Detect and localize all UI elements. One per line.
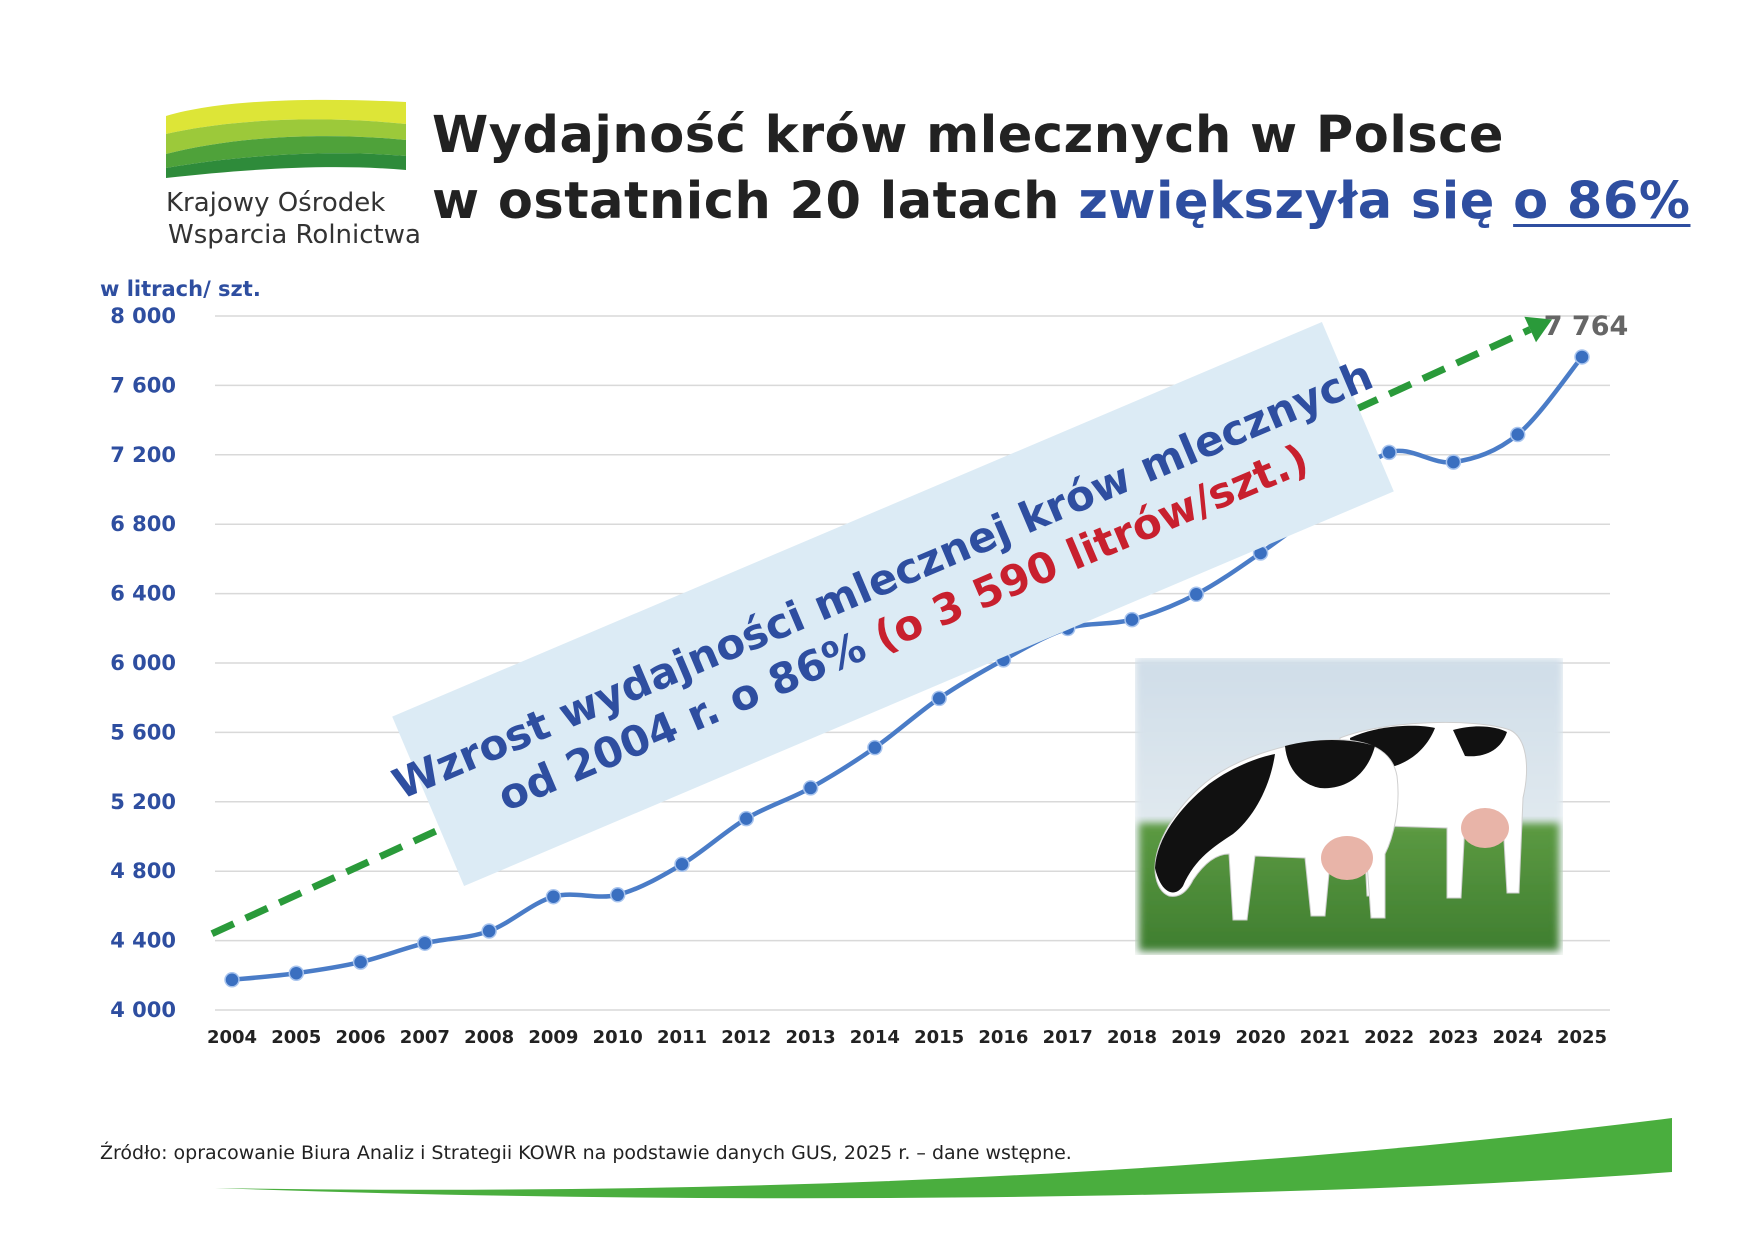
data-point [609,887,626,903]
x-tick-label: 2015 [914,1027,964,1048]
x-tick-label: 2016 [978,1027,1028,1048]
y-tick-label: 6 000 [110,651,176,675]
x-tick-label: 2007 [400,1027,450,1048]
data-point [674,856,690,873]
x-tick-label: 2008 [464,1027,514,1048]
data-point [545,888,562,905]
title-prefix: w ostatnich 20 latach [432,172,1060,231]
x-tick-label: 2006 [336,1027,386,1048]
x-tick-label: 2011 [657,1027,707,1048]
logo-line-1: Krajowy Ośrodek [166,188,386,218]
x-tick-label: 2013 [786,1027,836,1048]
logo-stripes-icon [166,99,406,178]
data-point [738,810,755,827]
cow-photo-icon [1135,658,1563,955]
y-tick-label: 4 400 [110,929,176,953]
y-tick-label: 5 600 [110,720,176,744]
data-point [224,972,240,988]
source-note: Źródło: opracowanie Biura Analiz i Strat… [100,1142,1072,1164]
trend-arrow-head [1524,316,1552,343]
x-tick-label: 2014 [850,1027,900,1048]
footer-swoosh [215,1118,1672,1199]
x-tick-label: 2022 [1364,1027,1414,1048]
y-tick-label: 5 200 [110,790,176,814]
data-point [1188,586,1205,603]
y-tick-label: 7 600 [110,373,176,397]
x-tick-label: 2010 [593,1027,643,1048]
data-point [867,739,883,756]
y-tick-label: 4 800 [110,859,176,883]
x-tick-label: 2020 [1236,1027,1286,1048]
x-tick-label: 2025 [1557,1027,1607,1048]
y-tick-label: 6 800 [110,512,176,536]
x-tick-label: 2021 [1300,1027,1350,1048]
y-tick-label: 6 400 [110,582,176,606]
y-tick-label: 7 200 [110,443,176,467]
x-tick-label: 2005 [271,1027,321,1048]
x-tick-label: 2017 [1043,1027,1093,1048]
y-axis-label: w litrach/ szt. [100,277,261,301]
data-label: 7 764 [1544,311,1629,342]
page-title-line-1: Wydajność krów mlecznych w Polsce [432,106,1504,165]
y-tick-label: 8 000 [110,304,176,328]
data-point [1381,444,1397,461]
data-point [1445,454,1462,470]
page-title-line-2: w ostatnich 20 latach zwiększyła się o 8… [432,176,1690,227]
data-point [1124,611,1140,628]
x-tick-label: 2024 [1493,1027,1543,1048]
data-point [481,923,497,939]
x-tick-label: 2004 [207,1027,257,1048]
title-highlight: zwiększyła się [1078,172,1495,231]
x-tick-label: 2018 [1107,1027,1157,1048]
y-tick-label: 4 000 [110,998,176,1022]
kowr-logo: Krajowy Ośrodek Wsparcia Rolnictwa [160,98,421,258]
data-point [931,690,947,707]
data-point [1574,349,1590,365]
data-point [417,935,433,951]
data-point [1509,426,1526,443]
x-tick-label: 2019 [1171,1027,1221,1048]
data-point [352,954,369,970]
x-tick-label: 2012 [721,1027,771,1048]
title-percent: o 86% [1513,172,1691,231]
x-tick-label: 2023 [1428,1027,1478,1048]
logo-line-2: Wsparcia Rolnictwa [168,220,421,250]
x-tick-label: 2009 [528,1027,578,1048]
data-point [288,965,305,981]
data-point [802,780,819,796]
